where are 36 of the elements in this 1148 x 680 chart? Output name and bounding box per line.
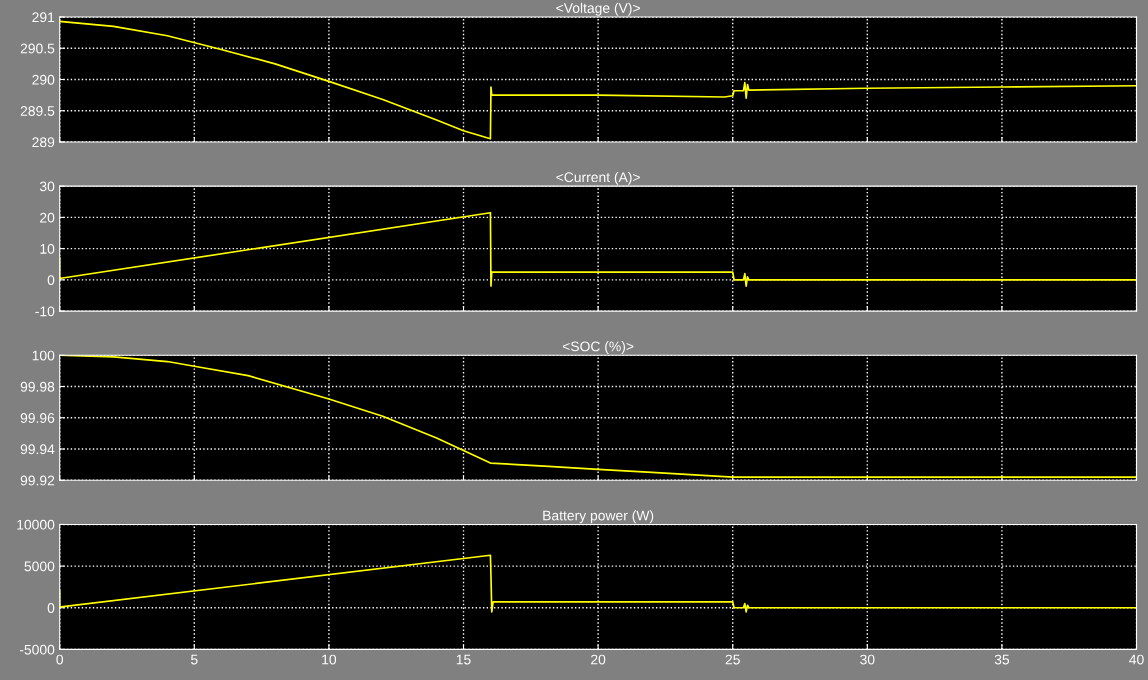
line-series — [59, 554, 1137, 613]
x-tick-label: 0 — [56, 654, 64, 665]
y-tick-label: 289.5 — [20, 106, 55, 116]
x-tick-label: 40 — [1129, 654, 1144, 665]
y-tick-label: 0 — [47, 603, 55, 613]
y-tick-label: 290 — [32, 74, 55, 85]
chart-title: Battery power (W) — [543, 510, 654, 524]
y-tick-label: 10000 — [17, 519, 55, 530]
y-tick-label: 99.98 — [20, 381, 55, 392]
y-tick-label: 289 — [32, 137, 55, 148]
line-series — [59, 211, 1137, 287]
x-tick-label: 15 — [456, 654, 471, 665]
x-tick-label: 30 — [860, 654, 875, 665]
x-tick-label: 5 — [190, 654, 198, 665]
chart-title: <Voltage (V)> — [556, 2, 640, 16]
x-tick-label: 35 — [994, 654, 1010, 665]
y-tick-label: 30 — [39, 181, 55, 192]
x-tick-label: 10 — [322, 654, 337, 665]
y-tick-label: -10 — [35, 306, 55, 317]
y-tick-label: -5000 — [19, 644, 55, 655]
y-tick-label: 10 — [40, 243, 55, 254]
chart-title: <Current (A)> — [556, 171, 640, 185]
y-tick-label: 291 — [32, 12, 55, 23]
y-tick-label: 290.5 — [20, 43, 55, 54]
line-series — [59, 355, 1137, 478]
y-tick-label: 5000 — [24, 561, 55, 572]
x-tick-label: 20 — [591, 654, 606, 665]
y-tick-label: 20 — [40, 212, 55, 223]
y-tick-label: 99.96 — [20, 413, 55, 423]
y-tick-label: 99.94 — [20, 444, 55, 455]
chart-title: <SOC (%)> — [562, 341, 634, 355]
y-tick-label: 99.92 — [20, 475, 55, 486]
line-series — [59, 20, 1137, 140]
y-tick-label: 0 — [47, 275, 55, 286]
y-tick-label: 100 — [32, 350, 55, 361]
x-tick-label: 25 — [725, 654, 740, 665]
